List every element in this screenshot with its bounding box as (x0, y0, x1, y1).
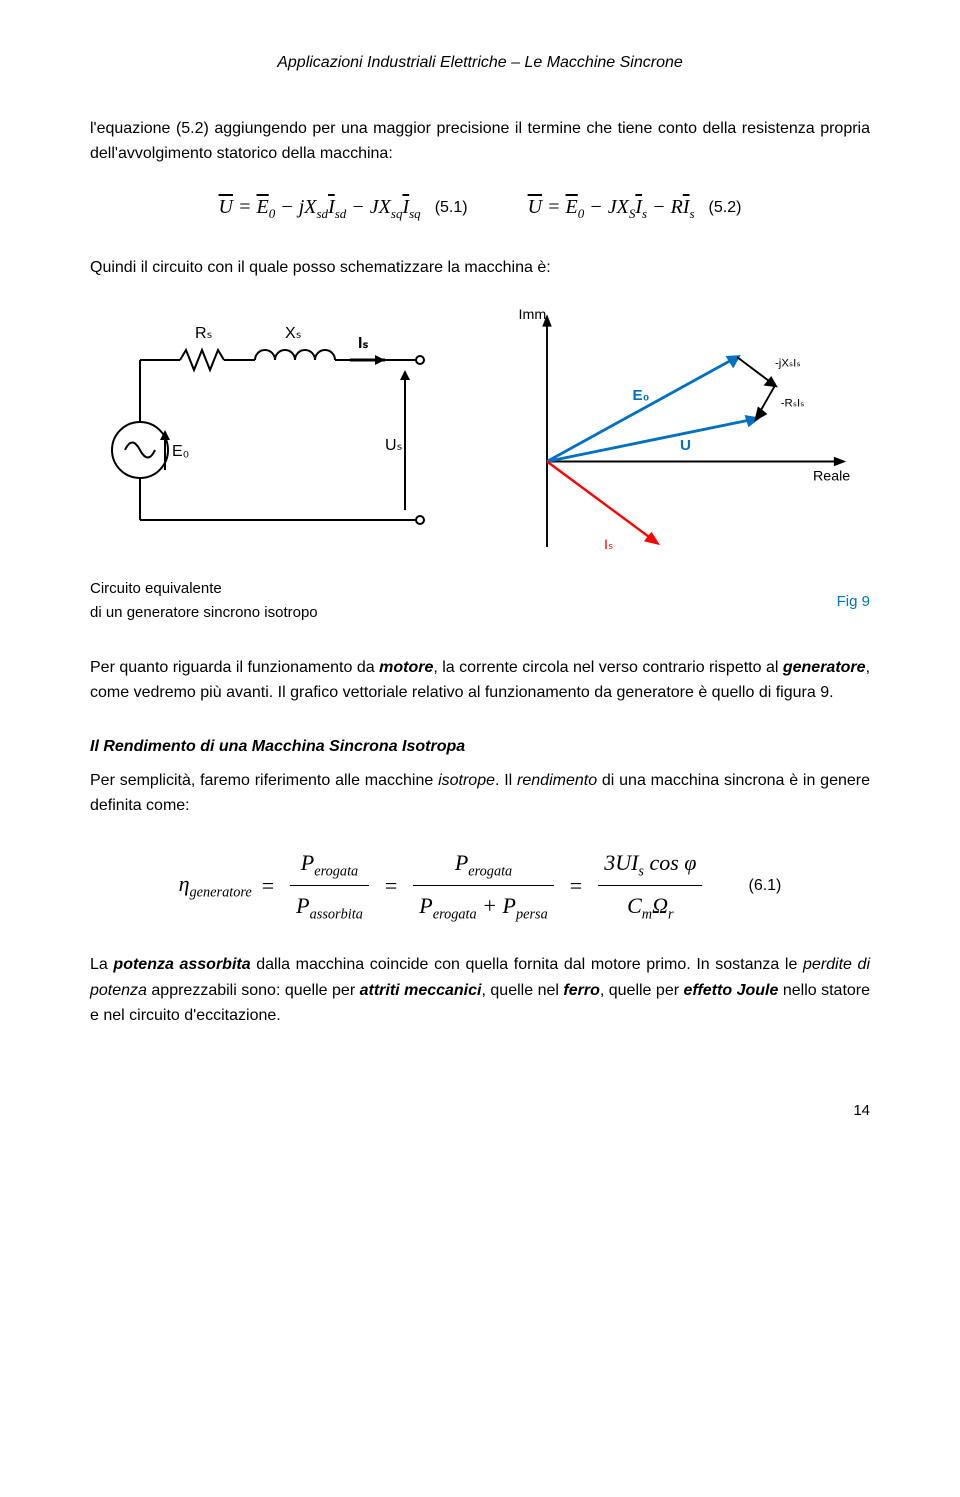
f1-num: P (301, 850, 314, 875)
jxsis-label: -jXₛIₛ (775, 358, 801, 370)
f3-den-b-sub: r (668, 906, 674, 922)
e0-label: E₀ (172, 443, 189, 460)
f3-num-post: cos φ (644, 850, 697, 875)
rend-it1: isotrope (438, 772, 495, 789)
eta-eqnum: (6.1) (748, 873, 781, 899)
f2-den-plus: + (477, 893, 503, 918)
eta-symbol: η (179, 871, 190, 896)
fp-bi2: attriti meccanici (360, 982, 482, 999)
rs-label: Rₛ (195, 325, 213, 342)
f3-den-a: C (627, 893, 642, 918)
reale-label: Reale (813, 469, 850, 485)
is-label: Iₛ (358, 335, 368, 352)
after-eq-text: Quindi il circuito con il quale posso sc… (90, 255, 870, 281)
fp-t1: La (90, 956, 113, 973)
fig9-label: Fig 9 (490, 590, 870, 614)
rendimento-paragraph: Per semplicità, faremo riferimento alle … (90, 768, 870, 819)
fp-t4: , quelle nel (481, 982, 563, 999)
motor-pre: Per quanto riguarda il funzionamento da (90, 659, 379, 676)
f2-den-a-sub: erogata (433, 906, 477, 922)
f1-den: P (296, 893, 309, 918)
motor-bi2: generatore (783, 659, 866, 676)
motor-paragraph: Per quanto riguarda il funzionamento da … (90, 655, 870, 706)
fp-bi4: effetto Joule (684, 982, 779, 999)
f3-den-b: Ω (652, 893, 668, 918)
circuit-svg: Rₛ Xₛ Iₛ E₀ Uₛ (90, 300, 470, 560)
equals-3: = (570, 868, 582, 903)
eq52-number: (5.2) (709, 195, 742, 221)
rend-mid: . Il (495, 772, 517, 789)
us-label: Uₛ (385, 437, 403, 454)
f2-num-sub: erogata (468, 863, 512, 879)
f2-den-b-sub: persa (516, 906, 548, 922)
f1-den-sub: assorbita (310, 906, 363, 922)
equation-row: U = E0 − jXsdIsd − JXsqIsq (5.1) U = E0 … (90, 191, 870, 225)
eq51-number: (5.1) (435, 195, 468, 221)
circuit-figure: Rₛ Xₛ Iₛ E₀ Uₛ Circuito equivalent (90, 300, 470, 625)
eta-equation: ηgeneratore = Perogata Passorbita = Pero… (90, 845, 870, 927)
fp-t3: apprezzabili sono: quelle per (147, 982, 360, 999)
f2-den-a: P (419, 893, 432, 918)
f2-den-b: P (503, 893, 516, 918)
equation-5-1: U = E0 − jXsdIsd − JXsqIsq (5.1) (219, 191, 468, 225)
f1-num-sub: erogata (314, 863, 358, 879)
phasor-figure: Imm Reale E₀ U Iₛ -jXₛIₛ -RₛIₛ Fig 9 (490, 300, 870, 614)
e0-phasor-label: E₀ (633, 387, 650, 404)
equals-1: = (262, 868, 274, 903)
fp-t5: , quelle per (600, 982, 684, 999)
f3-den-a-sub: m (642, 906, 652, 922)
page-number: 14 (90, 1099, 870, 1123)
imm-label: Imm (519, 307, 547, 323)
equation-5-2: U = E0 − JXSIs − RIs (5.2) (528, 191, 742, 225)
u-phasor-label: U (680, 437, 691, 454)
fp-bi1: potenza assorbita (113, 956, 250, 973)
eq52-formula: U = E0 − JXSIs − RIs (528, 191, 695, 225)
motor-bi1: motore (379, 659, 433, 676)
rendimento-heading: Il Rendimento di una Macchina Sincrona I… (90, 734, 870, 760)
frac-3: 3UIs cos φ CmΩr (598, 845, 702, 927)
fp-t2: dalla macchina coincide con quella forni… (251, 956, 803, 973)
eta-lhs-sub: generatore (190, 885, 252, 901)
figure-row: Rₛ Xₛ Iₛ E₀ Uₛ Circuito equivalent (90, 300, 870, 625)
frac-2: Perogata Perogata + Ppersa (413, 845, 554, 927)
rsis-label: -RₛIₛ (781, 398, 805, 410)
f2-num: P (455, 850, 468, 875)
final-paragraph: La potenza assorbita dalla macchina coin… (90, 952, 870, 1029)
eq51-formula: U = E0 − jXsdIsd − JXsqIsq (219, 191, 421, 225)
circuit-caption: Circuito equivalente di un generatore si… (90, 577, 470, 625)
circuit-caption-line2: di un generatore sincrono isotropo (90, 604, 318, 621)
fp-bi3: ferro (563, 982, 599, 999)
xs-label: Xₛ (285, 325, 302, 342)
motor-mid1: , la corrente circola nel verso contrari… (433, 659, 783, 676)
equals-2: = (385, 868, 397, 903)
circuit-caption-line1: Circuito equivalente (90, 577, 470, 601)
frac-1: Perogata Passorbita (290, 845, 369, 927)
rend-pre: Per semplicità, faremo riferimento alle … (90, 772, 438, 789)
is-phasor-label: Iₛ (604, 537, 613, 553)
page-header: Applicazioni Industriali Elettriche – Le… (90, 50, 870, 76)
phasor-svg: Imm Reale E₀ U Iₛ -jXₛIₛ -RₛIₛ (490, 300, 870, 576)
intro-paragraph: l'equazione (5.2) aggiungendo per una ma… (90, 116, 870, 167)
eta-lhs: ηgeneratore (179, 866, 252, 904)
rend-it2: rendimento (517, 772, 597, 789)
f3-num-pre: 3UI (604, 850, 638, 875)
